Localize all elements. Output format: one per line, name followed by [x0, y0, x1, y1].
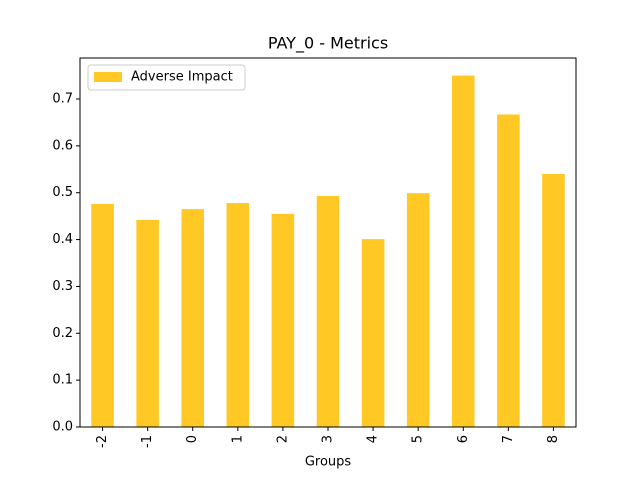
- y-tick-label: 0.1: [52, 373, 73, 388]
- legend-swatch: [94, 72, 122, 82]
- bar: [91, 203, 114, 427]
- legend-box: [87, 64, 246, 91]
- y-tick-label: 0.5: [52, 185, 73, 200]
- y-tick-label: 0.0: [52, 420, 73, 435]
- x-tick-label: 6: [456, 435, 471, 443]
- bar: [226, 203, 250, 427]
- y-tick-label: 0.6: [52, 138, 73, 153]
- bar: [136, 219, 159, 427]
- bar: [542, 173, 565, 427]
- legend-label: Adverse Impact: [131, 70, 233, 85]
- plot-frame: [79, 57, 577, 428]
- y-tick-label: 0.3: [52, 279, 73, 294]
- x-tick-label: 1: [230, 435, 245, 443]
- x-tick-label: 4: [366, 435, 381, 443]
- x-tick-label: 0: [185, 435, 200, 443]
- x-tick-label: 2: [275, 435, 290, 443]
- x-tick-label: 7: [501, 435, 516, 443]
- y-tick-label: 0.7: [52, 92, 73, 107]
- x-tick-label: 8: [546, 435, 561, 443]
- bar: [406, 193, 430, 427]
- x-tick-label: -1: [140, 435, 155, 448]
- y-tick-label: 0.4: [52, 232, 73, 247]
- x-axis-label: Groups: [305, 455, 352, 470]
- x-tick-label: 5: [411, 435, 426, 443]
- bar: [497, 114, 520, 427]
- x-tick-label: -2: [95, 435, 110, 448]
- x-tick-label: 3: [321, 435, 336, 443]
- bar: [361, 239, 385, 427]
- bar: [452, 75, 475, 428]
- bar: [316, 195, 340, 427]
- bar: [181, 209, 204, 427]
- y-tick-label: 0.2: [52, 326, 73, 341]
- bar: [271, 213, 295, 427]
- chart-title: PAY_0 - Metrics: [268, 34, 388, 54]
